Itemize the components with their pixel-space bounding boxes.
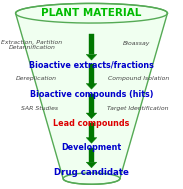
Text: Development: Development (61, 143, 122, 152)
Text: SAR Studies: SAR Studies (21, 106, 58, 111)
Text: Lead compounds: Lead compounds (53, 119, 130, 128)
Text: Bioactive compounds (hits): Bioactive compounds (hits) (30, 90, 153, 99)
Text: Bioactive extracts/fractions: Bioactive extracts/fractions (29, 61, 154, 70)
Text: Drug candidate: Drug candidate (54, 168, 129, 177)
Text: Compound Isolation: Compound Isolation (108, 76, 169, 81)
Polygon shape (86, 54, 97, 60)
Polygon shape (89, 148, 94, 162)
Polygon shape (86, 138, 97, 143)
Polygon shape (86, 113, 97, 119)
Polygon shape (86, 162, 97, 168)
Polygon shape (16, 3, 167, 184)
Text: Dereplication: Dereplication (16, 76, 57, 81)
Text: Bioassay: Bioassay (123, 41, 150, 46)
Text: PLANT MATERIAL: PLANT MATERIAL (41, 8, 142, 18)
Text: Extraction, Partition
Detannification: Extraction, Partition Detannification (1, 40, 63, 50)
Polygon shape (86, 84, 97, 89)
Polygon shape (89, 64, 94, 84)
Polygon shape (89, 123, 94, 138)
Polygon shape (89, 34, 94, 54)
Text: Target Identification: Target Identification (107, 106, 168, 111)
Polygon shape (89, 94, 94, 113)
